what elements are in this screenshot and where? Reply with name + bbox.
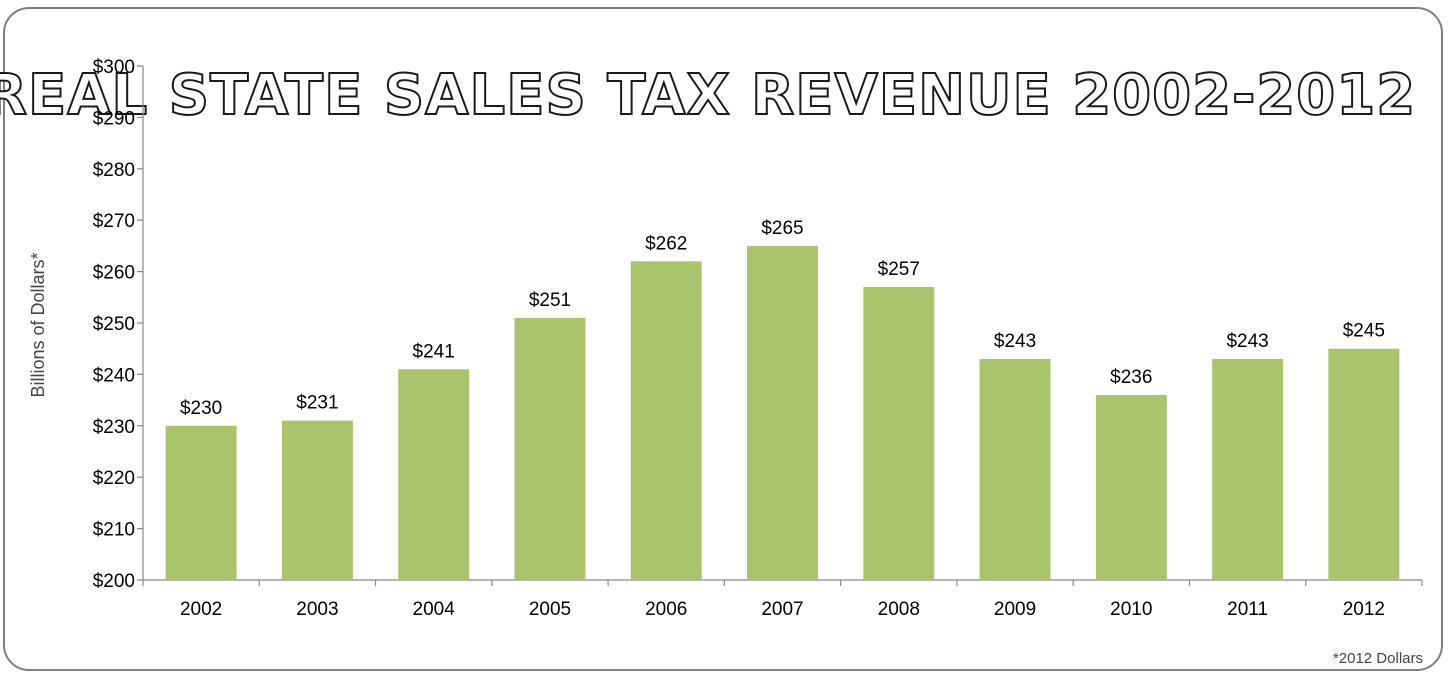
y-tick-label: $280 xyxy=(93,160,135,181)
data-labels: $230 $231 $241 $251 $262 $265 $257 $243 $236 $243… xyxy=(180,218,1385,419)
y-tick-label: $240 xyxy=(93,365,135,386)
bar-2009 xyxy=(979,358,1051,580)
data-label-2003: $231 xyxy=(296,393,338,414)
y-tick-label: $230 xyxy=(93,417,135,438)
x-tick-label: 2009 xyxy=(994,599,1036,620)
x-tick-label: 2003 xyxy=(296,599,338,620)
axes: $200 $210 $220 $230 $240 $250 $260 $270 $280 $290… xyxy=(93,57,1423,620)
bar-2008 xyxy=(863,287,935,580)
bar-2010 xyxy=(1095,394,1167,580)
bar-2005 xyxy=(514,317,586,580)
footnote: *2012 Dollars xyxy=(1333,650,1423,667)
x-tick-label: 2005 xyxy=(529,599,571,620)
data-label-2011: $243 xyxy=(1226,331,1268,352)
data-label-2004: $241 xyxy=(413,341,455,362)
y-axis-label: Billions of Dollars* xyxy=(28,252,48,397)
y-tick-label: $300 xyxy=(93,57,135,78)
data-label-2002: $230 xyxy=(180,398,222,419)
x-tick-label: 2011 xyxy=(1227,599,1268,620)
y-tick-label: $210 xyxy=(93,520,135,541)
x-tick-label: 2004 xyxy=(413,599,456,620)
bar-2011 xyxy=(1212,358,1284,580)
x-tick-label: 2006 xyxy=(645,599,687,620)
data-label-2012: $245 xyxy=(1343,321,1385,342)
y-tick-label: $260 xyxy=(93,263,135,284)
y-tick-label: $220 xyxy=(93,468,135,489)
x-tick-label: 2008 xyxy=(878,599,920,620)
y-tick-label: $270 xyxy=(93,211,135,232)
bar-2007 xyxy=(747,245,818,580)
x-tick-label: 2010 xyxy=(1110,599,1152,620)
data-label-2007: $265 xyxy=(761,218,803,239)
data-label-2010: $236 xyxy=(1110,367,1152,388)
bar-2003 xyxy=(281,420,353,580)
y-tick-label: $290 xyxy=(93,108,135,129)
x-tick-label: 2002 xyxy=(180,599,222,620)
chart-title: REAL STATE SALES TAX REVENUE 2002-2012 xyxy=(0,63,1416,128)
data-label-2005: $251 xyxy=(529,290,571,311)
bars xyxy=(165,245,1400,580)
bar-2012 xyxy=(1328,348,1400,580)
bar-2006 xyxy=(630,261,702,580)
chart-frame xyxy=(3,7,1443,671)
y-tick-label: $200 xyxy=(93,571,135,592)
bar-2004 xyxy=(398,369,470,580)
y-tick-label: $250 xyxy=(93,314,135,335)
x-tick-label: 2012 xyxy=(1343,599,1385,620)
x-tick-label: 2007 xyxy=(761,599,803,620)
data-label-2006: $262 xyxy=(645,233,687,254)
data-label-2009: $243 xyxy=(994,331,1036,352)
bar-2002 xyxy=(165,425,237,580)
data-label-2008: $257 xyxy=(878,259,920,280)
